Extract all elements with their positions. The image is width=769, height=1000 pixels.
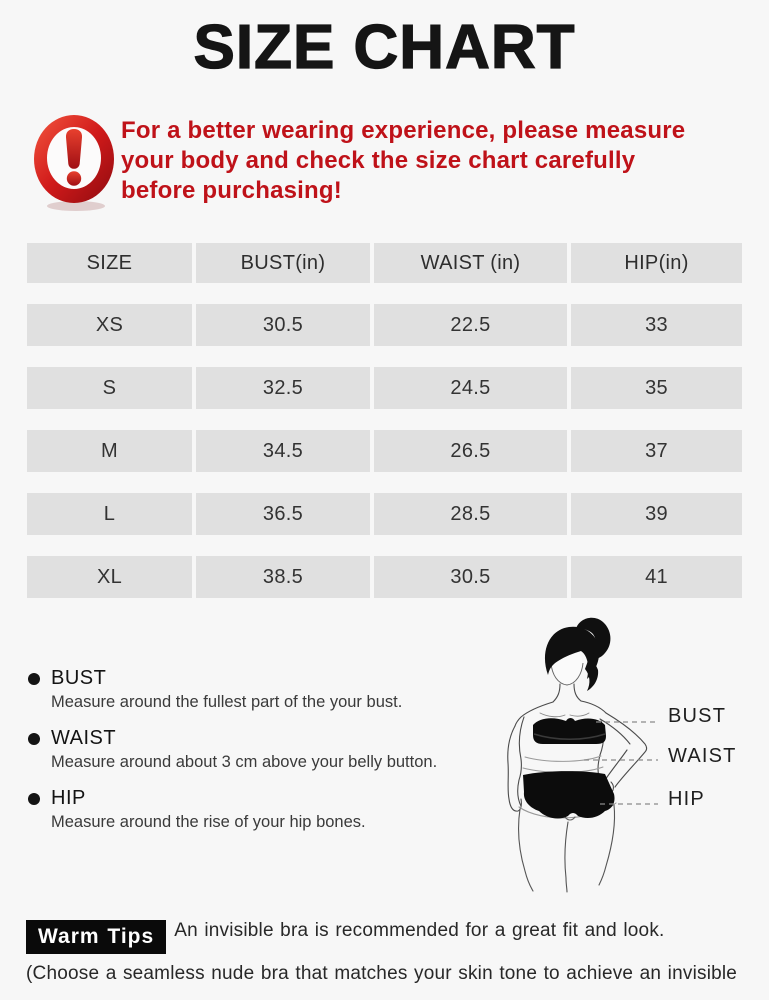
bullet-icon — [28, 793, 40, 805]
measure-guide-list: BUST Measure around the fullest part of … — [28, 666, 498, 846]
size-table: SIZE BUST(in) WAIST (in) HIP(in) XS 30.5… — [27, 243, 742, 598]
table-header-cell: BUST(in) — [196, 243, 370, 283]
warning-text: For a better wearing experience, please … — [121, 116, 685, 206]
table-cell: 30.5 — [374, 556, 567, 598]
warm-tips-text: An invisible bra is recommended for a gr… — [26, 920, 738, 984]
exclamation-warning-icon — [34, 115, 114, 211]
measure-label: WAIST — [51, 727, 117, 749]
table-cell: 32.5 — [196, 367, 370, 409]
table-cell: 26.5 — [374, 430, 567, 472]
page-title: SIZE CHART — [193, 12, 576, 82]
warning-line: before purchasing! — [121, 177, 342, 204]
table-cell: 34.5 — [196, 430, 370, 472]
table-cell: L — [27, 493, 192, 535]
table-cell: M — [27, 430, 192, 472]
warning-line: For a better wearing experience, please … — [121, 117, 686, 144]
woman-measurement-illustration — [507, 617, 658, 893]
table-cell: 41 — [571, 556, 742, 598]
figure-label-waist: WAIST — [668, 745, 737, 767]
table-cell: 22.5 — [374, 304, 567, 346]
list-item: WAIST Measure around about 3 cm above yo… — [28, 726, 498, 773]
measure-description: Measure around about 3 cm above your bel… — [51, 753, 438, 771]
table-cell: 35 — [571, 367, 742, 409]
table-cell: S — [27, 367, 192, 409]
table-cell: 33 — [571, 304, 742, 346]
table-cell: 28.5 — [374, 493, 567, 535]
warm-tips: Warm Tips An invisible bra is recommended… — [26, 911, 742, 1000]
bullet-icon — [28, 733, 40, 745]
table-cell: XL — [27, 556, 192, 598]
measure-description: Measure around the rise of your hip bone… — [51, 813, 366, 831]
list-item: HIP Measure around the rise of your hip … — [28, 786, 498, 833]
table-header-cell: SIZE — [27, 243, 192, 283]
warning-line: your body and check the size chart caref… — [121, 147, 636, 174]
table-cell: 30.5 — [196, 304, 370, 346]
figure-label-bust: BUST — [668, 705, 727, 727]
bullet-icon — [28, 673, 40, 685]
table-cell: 36.5 — [196, 493, 370, 535]
table-cell: 24.5 — [374, 367, 567, 409]
table-header-cell: WAIST (in) — [374, 243, 567, 283]
measure-label: BUST — [51, 667, 107, 689]
table-cell: XS — [27, 304, 192, 346]
list-item: BUST Measure around the fullest part of … — [28, 666, 498, 713]
table-cell: 38.5 — [196, 556, 370, 598]
measure-label: HIP — [51, 787, 86, 809]
measure-description: Measure around the fullest part of the y… — [51, 693, 403, 711]
figure-label-hip: HIP — [668, 788, 705, 810]
warm-tips-badge: Warm Tips — [26, 920, 167, 954]
table-cell: 39 — [571, 493, 742, 535]
table-cell: 37 — [571, 430, 742, 472]
table-header-cell: HIP(in) — [571, 243, 742, 283]
